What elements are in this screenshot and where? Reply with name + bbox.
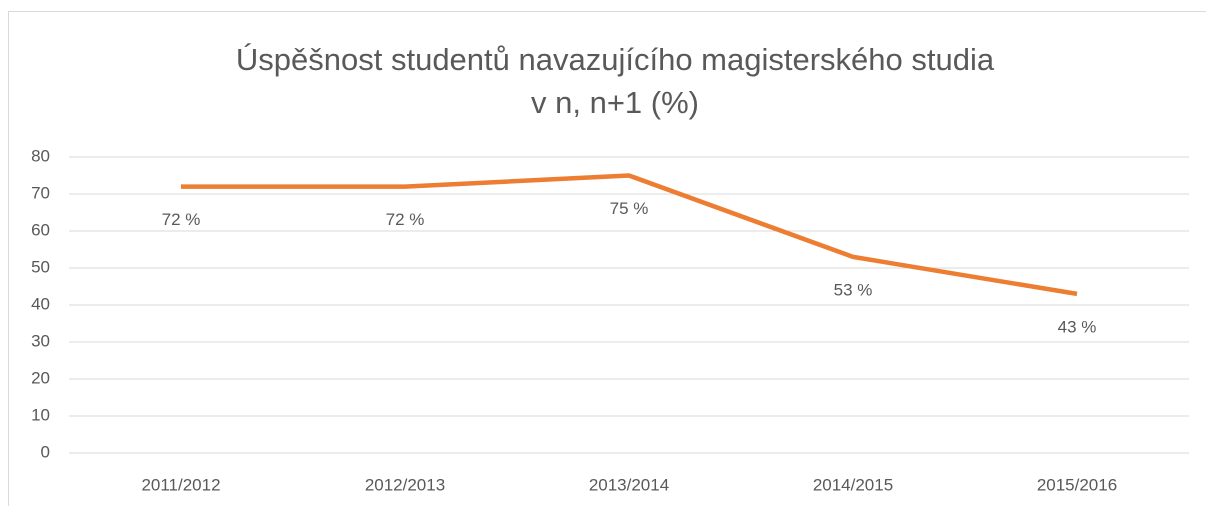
- chart-frame: [8, 11, 1206, 506]
- x-tick-label: 2012/2013: [365, 475, 445, 494]
- data-label: 75 %: [610, 199, 649, 218]
- y-tick-label: 60: [31, 220, 50, 239]
- x-tick-label: 2013/2014: [589, 475, 669, 494]
- y-tick-label: 40: [31, 294, 50, 313]
- data-label: 72 %: [386, 210, 425, 229]
- y-tick-label: 70: [31, 183, 50, 202]
- x-tick-label: 2011/2012: [141, 475, 220, 494]
- chart-title: v n, n+1 (%): [531, 85, 699, 120]
- y-tick-label: 80: [31, 146, 50, 165]
- data-line: [181, 173, 1078, 297]
- data-label: 53 %: [834, 280, 873, 299]
- data-label: 43 %: [1058, 317, 1097, 336]
- y-tick-label: 30: [31, 331, 50, 350]
- x-tick-label: 2014/2015: [813, 475, 893, 494]
- chart-title: Úspěšnost studentů navazujícího magister…: [236, 42, 995, 77]
- y-tick-label: 20: [31, 368, 50, 387]
- y-tick-label: 50: [31, 257, 50, 276]
- data-label: 72 %: [162, 210, 201, 229]
- y-tick-label: 10: [31, 405, 50, 424]
- x-tick-label: 2015/2016: [1037, 475, 1117, 494]
- y-tick-label: 0: [41, 442, 50, 461]
